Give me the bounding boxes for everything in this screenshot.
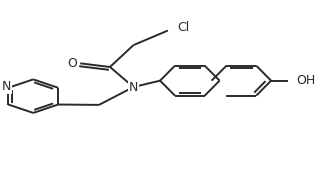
Text: N: N (2, 80, 12, 93)
Text: N: N (129, 80, 138, 94)
Text: Cl: Cl (177, 21, 189, 34)
Text: OH: OH (296, 74, 316, 87)
Text: O: O (67, 57, 77, 70)
